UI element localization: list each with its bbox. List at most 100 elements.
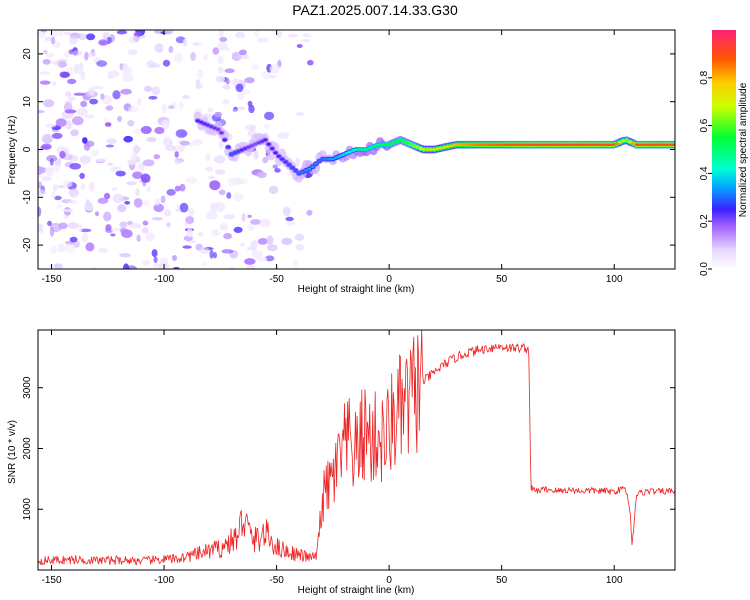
spectrogram-noise-blob: [266, 153, 275, 161]
spectrogram-noise-blob: [197, 69, 204, 78]
spectrogram-noise-blob: [80, 183, 86, 190]
spectrogram-noise-blob: [241, 212, 246, 222]
spectrogram-noise-blob: [106, 36, 112, 44]
spectrogram-noise-blob: [135, 188, 141, 197]
spectrogram-noise-blob: [185, 177, 198, 184]
ridge-core: [496, 143, 501, 146]
spectrogram-noise-blob: [263, 123, 271, 129]
x-tick-label: -50: [269, 274, 284, 285]
spectrogram-noise-blob: [269, 64, 280, 74]
snr-panel: -150 -100 -50 0 50 100 1000 2000 3000 Height of…: [7, 329, 676, 596]
spectrogram-noise-blob: [51, 132, 63, 139]
snr-frame: [37, 329, 676, 571]
spectrogram-noise-blob: [89, 98, 99, 105]
spectrogram-noise-blob: [142, 200, 150, 207]
spectrogram-noise-blob: [151, 217, 164, 221]
ridge-core: [492, 143, 497, 146]
spectrogram-noise-blob: [74, 63, 79, 74]
spectrogram-noise-blob: [254, 30, 260, 38]
spectrogram-noise-blob: [49, 245, 58, 255]
spectrogram-noise-blob: [86, 52, 97, 57]
ridge-core: [368, 146, 372, 150]
spectrogram-noise-blob: [161, 120, 170, 130]
spectrogram-noise-blob: [71, 50, 83, 56]
ridge-core: [219, 131, 224, 135]
spectrogram-noise-blob: [104, 33, 112, 38]
spectrogram-noise-blob: [106, 138, 117, 144]
spectrogram-noise-blob: [57, 184, 66, 189]
spectrogram-noise-blob: [58, 61, 68, 68]
snr-y-axis: 1000 2000 3000: [22, 376, 675, 520]
spectrogram-noise-blob: [302, 33, 312, 38]
spectrogram-noise-blob: [133, 198, 143, 208]
spectrogram-noise-blob: [247, 214, 252, 218]
spectrogram-noise-blob: [214, 155, 226, 164]
spectrogram-noise-blob: [178, 101, 184, 110]
colorbar-tick-label: 0.6: [699, 118, 710, 132]
spectrogram-ridge: [193, 111, 675, 183]
spectrogram-noise-blob: [145, 232, 155, 241]
spectrogram-noise-blob: [67, 78, 77, 85]
spectrogram-noise-blob: [225, 78, 230, 85]
spectrogram-noise-blob: [50, 36, 56, 45]
spectrogram-noise-blob: [229, 265, 235, 269]
spectrogram-noise-blob: [141, 227, 149, 234]
ridge-core: [661, 143, 666, 146]
ridge-core: [611, 143, 616, 146]
spectrogram-noise-blob: [295, 244, 305, 251]
ridge-core: [307, 167, 312, 171]
ridge-core: [303, 169, 308, 172]
spectrogram-noise-blob: [179, 140, 190, 146]
ridge-core: [330, 157, 335, 161]
ridge-core: [621, 139, 626, 143]
spectrogram-noise-blob: [121, 66, 133, 76]
spectrogram-noise-blob: [163, 30, 174, 35]
spectrogram-noise-blob: [244, 77, 255, 84]
colorbar-tick-label: 0.0: [699, 262, 710, 276]
snr-series: [38, 330, 675, 566]
spectrogram-noise-blob: [98, 39, 108, 46]
ridge-core: [530, 143, 535, 146]
spectrogram-noise-blob: [191, 42, 204, 46]
x-tick-label: -50: [269, 575, 284, 586]
ridge-core: [341, 153, 345, 157]
spectrogram-noise-blob: [115, 170, 126, 177]
ridge-core: [374, 143, 379, 147]
spectrogram-noise-blob: [94, 211, 100, 217]
spectrogram-noise-blob: [103, 211, 112, 222]
spectrogram-noise-blob: [218, 30, 224, 37]
spectrogram-noise-blob: [251, 249, 263, 259]
ridge-core: [391, 141, 396, 145]
spectrogram-noise-blob: [123, 135, 133, 143]
spectrogram-noise-blob: [78, 62, 84, 71]
ridge-core: [452, 143, 457, 147]
spectrogram-noise-blob: [51, 191, 56, 199]
ridge-core: [202, 122, 207, 125]
spectrogram-noise-blob: [127, 159, 136, 166]
spectrogram-noise-blob: [209, 180, 221, 191]
spectrogram-noise-blob: [76, 108, 88, 116]
ridge-core: [233, 151, 237, 155]
spectrogram-noise-blob: [65, 91, 72, 97]
spectrogram-noise-blob: [247, 100, 253, 107]
figure-title: PAZ1.2025.007.14.33.G30: [292, 2, 458, 18]
ridge-core: [361, 148, 366, 151]
spectrogram-noise-blob: [179, 183, 186, 192]
spectrogram-noise-blob: [63, 213, 69, 220]
spectrogram-noise-blob: [105, 224, 112, 232]
ridge-core: [243, 147, 248, 150]
ridge-core: [557, 143, 562, 146]
spectrogram-noise-blob: [110, 227, 121, 232]
colorbar-ticks: 0.0 0.2 0.4 0.6 0.8: [699, 70, 712, 276]
ridge-core: [297, 172, 302, 175]
spectrogram-noise-blob: [276, 30, 283, 38]
ridge-core: [614, 142, 619, 146]
spectrogram-noise-blob: [151, 249, 158, 258]
ridge-core: [222, 138, 227, 142]
ridge-core: [266, 142, 271, 146]
spectrogram-noise-blob: [277, 132, 290, 140]
spectrogram-noise-blob: [262, 156, 269, 164]
spectrogram-noise-blob: [240, 242, 245, 247]
spectrogram-noise-blob: [78, 223, 83, 232]
